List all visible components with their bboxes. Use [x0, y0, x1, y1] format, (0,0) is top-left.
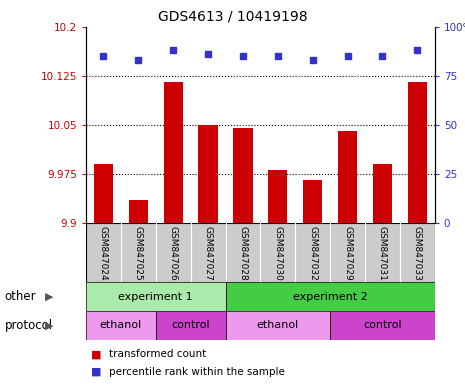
Text: GSM847032: GSM847032 — [308, 226, 317, 280]
Bar — [373, 164, 392, 223]
Text: GSM847024: GSM847024 — [99, 226, 108, 280]
Bar — [86, 282, 226, 311]
Bar — [156, 311, 226, 340]
Text: GSM847027: GSM847027 — [204, 226, 213, 280]
Bar — [86, 311, 156, 340]
Text: experiment 1: experiment 1 — [119, 291, 193, 302]
Text: ▶: ▶ — [45, 291, 53, 302]
Text: GDS4613 / 10419198: GDS4613 / 10419198 — [158, 10, 307, 23]
Text: GSM847031: GSM847031 — [378, 226, 387, 281]
Bar — [164, 82, 183, 223]
Text: control: control — [363, 320, 402, 331]
Text: protocol: protocol — [5, 319, 53, 332]
Bar — [199, 125, 218, 223]
Text: ▶: ▶ — [45, 320, 53, 331]
Text: ■: ■ — [91, 349, 101, 359]
Text: ethanol: ethanol — [100, 320, 142, 331]
Bar — [233, 128, 252, 223]
Text: experiment 2: experiment 2 — [293, 291, 367, 302]
Text: GSM847025: GSM847025 — [134, 226, 143, 280]
Bar — [226, 282, 435, 311]
Bar — [338, 131, 357, 223]
Bar — [129, 200, 148, 223]
Text: ■: ■ — [91, 366, 101, 377]
Bar — [408, 82, 427, 223]
Text: transformed count: transformed count — [109, 349, 206, 359]
Text: GSM847033: GSM847033 — [413, 226, 422, 281]
Text: ethanol: ethanol — [257, 320, 299, 331]
Text: GSM847030: GSM847030 — [273, 226, 282, 281]
Bar — [303, 180, 322, 223]
Text: control: control — [171, 320, 210, 331]
Text: GSM847028: GSM847028 — [239, 226, 247, 280]
Bar — [330, 311, 435, 340]
Text: other: other — [5, 290, 36, 303]
Bar — [94, 164, 113, 223]
Text: GSM847029: GSM847029 — [343, 226, 352, 280]
Text: percentile rank within the sample: percentile rank within the sample — [109, 366, 285, 377]
Bar — [226, 311, 330, 340]
Bar — [268, 170, 287, 223]
Text: GSM847026: GSM847026 — [169, 226, 178, 280]
